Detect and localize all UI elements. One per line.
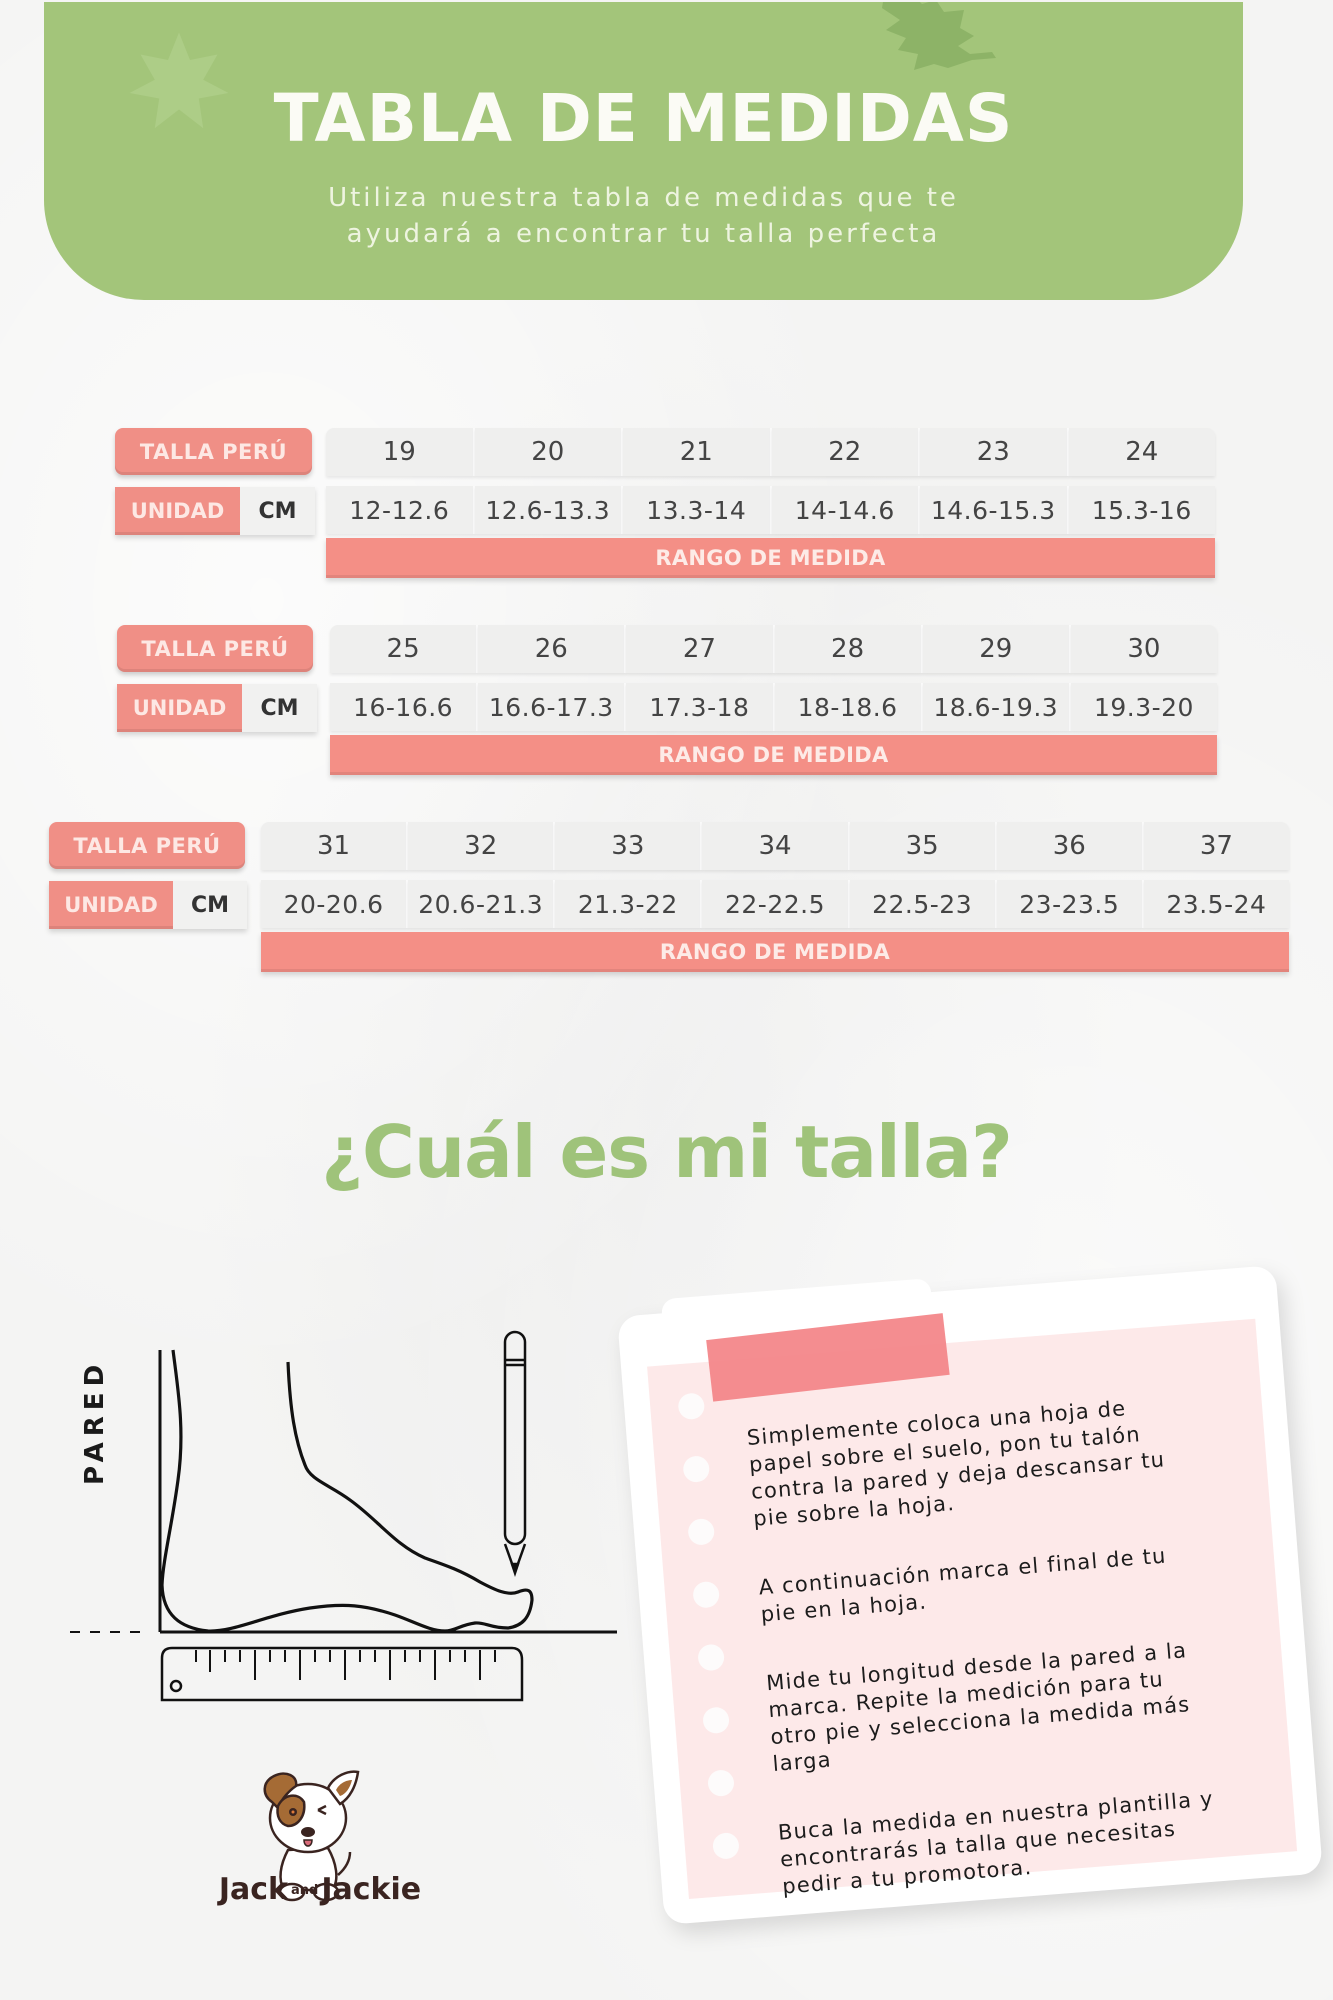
foot-measure-illustration	[70, 1330, 617, 1702]
section-title: ¿Cuál es mi talla?	[321, 1110, 1012, 1194]
range-row: 12-12.6 12.6-13.3 13.3-14 14-14.6 14.6-1…	[326, 486, 1215, 534]
range-cell: 16.6-17.3	[478, 683, 627, 731]
range-cell: 12-12.6	[326, 486, 475, 534]
size-cell: 36	[996, 822, 1144, 870]
instruction-step-3: Mide tu longitud desde la pared a la mar…	[765, 1638, 1192, 1776]
binder-hole	[682, 1455, 711, 1484]
binder-hole	[707, 1769, 735, 1798]
unit-label: UNIDAD CM	[117, 684, 317, 732]
brand-name-part1: Jack	[218, 1872, 288, 1907]
binder-hole	[702, 1706, 731, 1735]
size-cell: 28	[774, 625, 923, 673]
range-cell: 19.3-20	[1070, 683, 1218, 731]
size-cell: 30	[1070, 625, 1218, 673]
size-table-1: TALLA PERÚ UNIDAD CM 19 20 21 22 23 24 1…	[115, 428, 1215, 588]
range-cell: 16-16.6	[330, 683, 479, 731]
size-grid: 19 20 21 22 23 24 12-12.6 12.6-13.3 13.3…	[326, 428, 1215, 578]
unit-label: UNIDAD CM	[49, 881, 247, 929]
talla-peru-label: TALLA PERÚ	[115, 428, 312, 475]
size-cell: 21	[623, 428, 772, 476]
unit-value: CM	[260, 695, 299, 721]
range-row: 16-16.6 16.6-17.3 17.3-18 18-18.6 18.6-1…	[330, 683, 1218, 731]
unit-value: CM	[258, 498, 297, 524]
subtitle-line-1: Utiliza nuestra tabla de medidas que te	[328, 183, 959, 213]
range-cell: 21.3-22	[555, 880, 703, 928]
pencil-icon	[503, 1330, 527, 1577]
foot-outline-icon	[160, 1349, 534, 1633]
size-grid: 31 32 33 34 35 36 37 20-20.6 20.6-21.3 2…	[261, 822, 1289, 972]
range-cell: 14-14.6	[771, 486, 920, 534]
leaf-decoration-icon	[129, 32, 229, 129]
size-cell: 24	[1068, 428, 1215, 476]
brand-name-part2: Jackie	[321, 1872, 422, 1907]
size-cell: 27	[626, 625, 775, 673]
instruction-step-4: Buca la medida en nuestra plantilla y en…	[777, 1786, 1215, 1899]
size-cell: 37	[1143, 822, 1289, 870]
binder-hole	[692, 1580, 721, 1609]
brand-name-and: and	[291, 1883, 319, 1898]
binder-hole	[711, 1831, 740, 1860]
talla-peru-label: TALLA PERÚ	[49, 822, 245, 869]
page-title: TABLA DE MEDIDAS	[273, 80, 1014, 157]
size-cell: 34	[702, 822, 850, 870]
range-cell: 22-22.5	[702, 880, 850, 928]
size-cell: 33	[555, 822, 703, 870]
size-cell: 19	[326, 428, 475, 476]
range-cell: 20.6-21.3	[408, 880, 556, 928]
ruler-icon	[160, 1646, 524, 1702]
size-cell: 20	[474, 428, 623, 476]
range-bar: RANGO DE MEDIDA	[326, 538, 1215, 578]
range-cell: 22.5-23	[849, 880, 997, 928]
unit-label: UNIDAD CM	[115, 487, 315, 535]
range-cell: 15.3-16	[1068, 486, 1215, 534]
size-cell: 22	[771, 428, 920, 476]
size-row: 25 26 27 28 29 30	[330, 625, 1218, 673]
size-table-3: TALLA PERÚ UNIDAD CM 31 32 33 34 35 36 3…	[49, 822, 1289, 982]
size-grid: 25 26 27 28 29 30 16-16.6 16.6-17.3 17.3…	[330, 625, 1218, 775]
unidad-label: UNIDAD	[115, 487, 240, 535]
binder-hole	[677, 1392, 706, 1421]
brand-wordmark: Jack and Jackie	[200, 1872, 440, 1907]
range-row: 20-20.6 20.6-21.3 21.3-22 22-22.5 22.5-2…	[261, 880, 1289, 928]
binder-hole	[687, 1517, 716, 1546]
subtitle-line-2: ayudará a encontrar tu talla perfecta	[346, 219, 941, 249]
size-cell: 23	[920, 428, 1069, 476]
range-cell: 18.6-19.3	[922, 683, 1071, 731]
range-cell: 20-20.6	[261, 880, 409, 928]
size-cell: 32	[408, 822, 556, 870]
size-cell: 35	[849, 822, 997, 870]
header-banner: TABLA DE MEDIDAS Utiliza nuestra tabla d…	[44, 2, 1243, 300]
unidad-label: UNIDAD	[49, 881, 173, 929]
range-bar: RANGO DE MEDIDA	[330, 735, 1217, 775]
range-bar: RANGO DE MEDIDA	[261, 932, 1289, 972]
instructions-note-card: Simplemente coloca una hoja de papel sob…	[617, 1265, 1323, 1925]
size-cell: 25	[330, 625, 479, 673]
size-cell: 29	[922, 625, 1071, 673]
instructions-text: Simplemente coloca una hoja de papel sob…	[746, 1391, 1225, 1943]
range-cell: 18-18.6	[774, 683, 923, 731]
unit-value: CM	[190, 892, 230, 918]
instruction-step-2: A continuación marca el final de tu pie …	[757, 1543, 1168, 1627]
unidad-label: UNIDAD	[117, 684, 242, 732]
size-row: 31 32 33 34 35 36 37	[261, 822, 1289, 870]
range-cell: 17.3-18	[626, 683, 775, 731]
range-cell: 23.5-24	[1143, 880, 1289, 928]
range-cell: 12.6-13.3	[474, 486, 623, 534]
binder-hole	[697, 1643, 726, 1672]
size-row: 19 20 21 22 23 24	[326, 428, 1215, 476]
size-table-2: TALLA PERÚ UNIDAD CM 25 26 27 28 29 30 1…	[117, 625, 1218, 785]
range-cell: 23-23.5	[996, 880, 1144, 928]
range-cell: 14.6-15.3	[920, 486, 1069, 534]
talla-peru-label: TALLA PERÚ	[117, 625, 313, 672]
maple-leaf-icon	[882, 2, 996, 70]
range-cell: 13.3-14	[623, 486, 772, 534]
wall-floor-icon	[70, 1350, 617, 1634]
puppy-logo-icon	[263, 1770, 360, 1902]
size-cell: 26	[478, 625, 627, 673]
page-subtitle: Utiliza nuestra tabla de medidas que te …	[44, 180, 1243, 252]
size-cell: 31	[261, 822, 409, 870]
